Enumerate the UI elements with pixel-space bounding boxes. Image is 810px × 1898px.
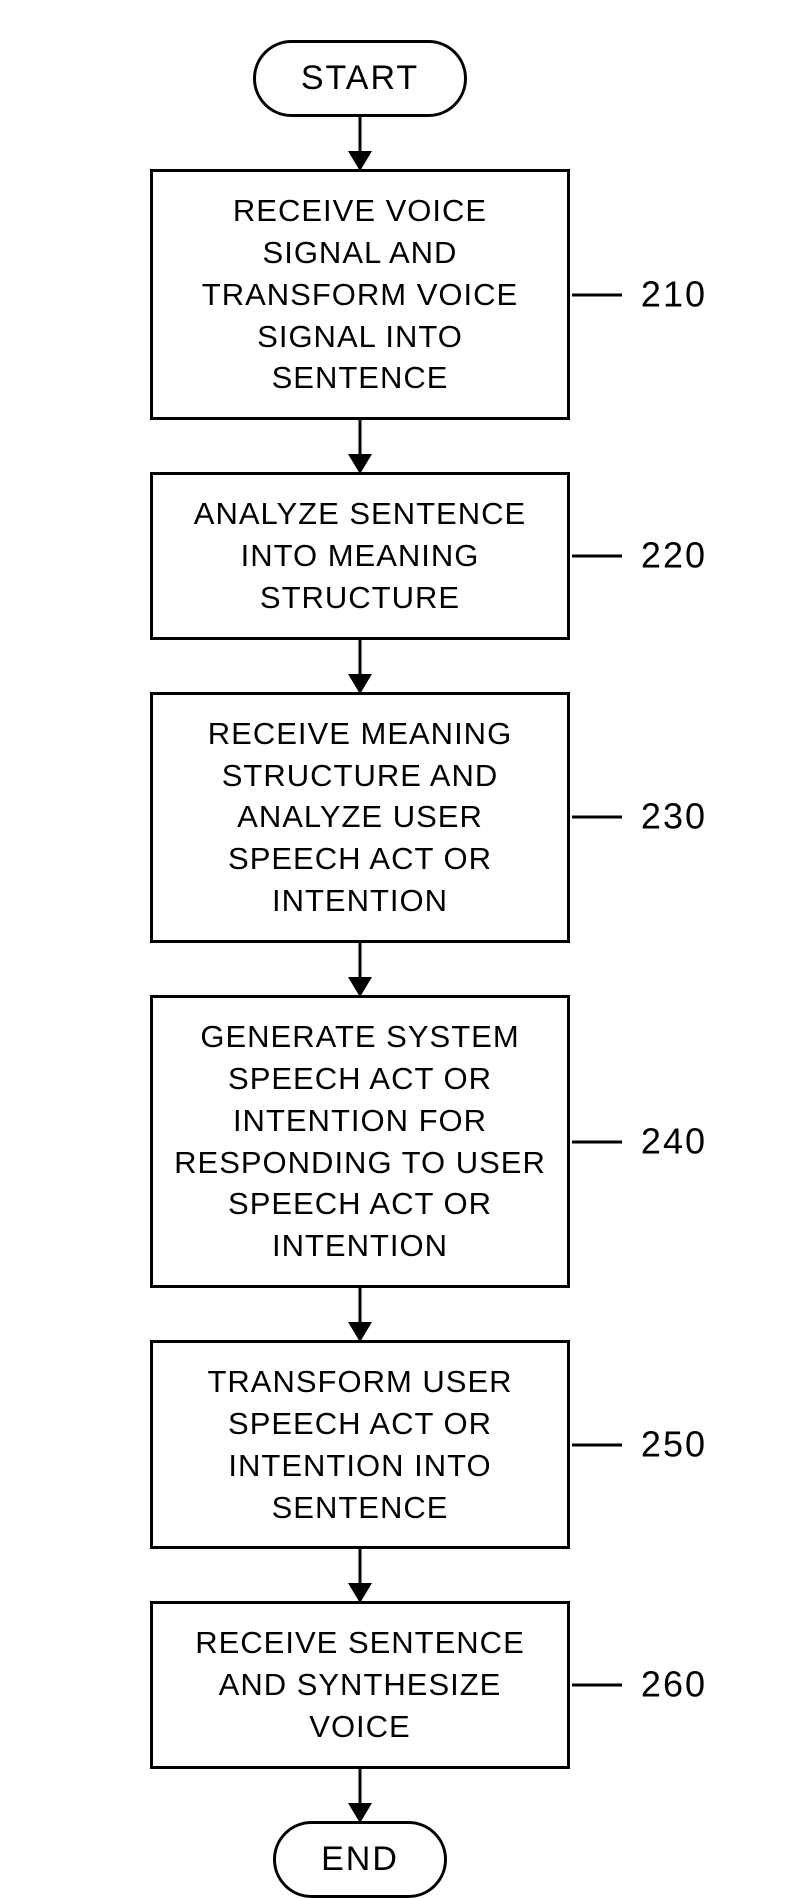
label-connector — [572, 293, 622, 296]
label-connector — [572, 1684, 622, 1687]
label-connector — [572, 816, 622, 819]
flowchart-container: START RECEIVE VOICE SIGNAL AND TRANSFORM… — [100, 40, 700, 1898]
arrow-down-icon — [348, 977, 372, 997]
step-ref-label: 220 — [641, 532, 707, 581]
connector — [150, 1288, 570, 1340]
step-ref-label: 210 — [641, 270, 707, 319]
end-terminal: END — [273, 1821, 447, 1898]
process-text: RECEIVE MEANING STRUCTURE AND ANALYZE US… — [208, 716, 512, 918]
connector — [150, 640, 570, 692]
process-step-250: TRANSFORM USER SPEECH ACT OR INTENTION I… — [150, 1340, 570, 1549]
end-terminal-container: END — [150, 1821, 570, 1898]
start-terminal: START — [253, 40, 467, 117]
arrow-down-icon — [348, 1583, 372, 1603]
process-text: RECEIVE VOICE SIGNAL AND TRANSFORM VOICE… — [202, 193, 518, 395]
end-label: END — [321, 1840, 399, 1878]
arrow-down-icon — [348, 151, 372, 171]
process-step-260: RECEIVE SENTENCE AND SYNTHESIZE VOICE 26… — [150, 1601, 570, 1769]
arrow-down-icon — [348, 674, 372, 694]
label-connector — [572, 1140, 622, 1143]
connector — [150, 1549, 570, 1601]
label-connector — [572, 554, 622, 557]
process-step-220: ANALYZE SENTENCE INTO MEANING STRUCTURE … — [150, 472, 570, 640]
connector — [150, 117, 570, 169]
step-ref-label: 260 — [641, 1661, 707, 1710]
start-label: START — [301, 59, 419, 97]
process-text: ANALYZE SENTENCE INTO MEANING STRUCTURE — [194, 496, 526, 615]
connector — [150, 420, 570, 472]
label-connector — [572, 1443, 622, 1446]
connector — [150, 1769, 570, 1821]
process-step-240: GENERATE SYSTEM SPEECH ACT OR INTENTION … — [150, 995, 570, 1288]
start-terminal-container: START — [150, 40, 570, 117]
arrow-down-icon — [348, 1803, 372, 1823]
step-ref-label: 250 — [641, 1420, 707, 1469]
process-text: TRANSFORM USER SPEECH ACT OR INTENTION I… — [207, 1364, 512, 1525]
process-step-210: RECEIVE VOICE SIGNAL AND TRANSFORM VOICE… — [150, 169, 570, 420]
process-text: RECEIVE SENTENCE AND SYNTHESIZE VOICE — [195, 1625, 525, 1744]
process-step-230: RECEIVE MEANING STRUCTURE AND ANALYZE US… — [150, 692, 570, 943]
step-ref-label: 240 — [641, 1117, 707, 1166]
arrow-down-icon — [348, 454, 372, 474]
arrow-down-icon — [348, 1322, 372, 1342]
connector — [150, 943, 570, 995]
process-text: GENERATE SYSTEM SPEECH ACT OR INTENTION … — [174, 1019, 546, 1263]
step-ref-label: 230 — [641, 793, 707, 842]
